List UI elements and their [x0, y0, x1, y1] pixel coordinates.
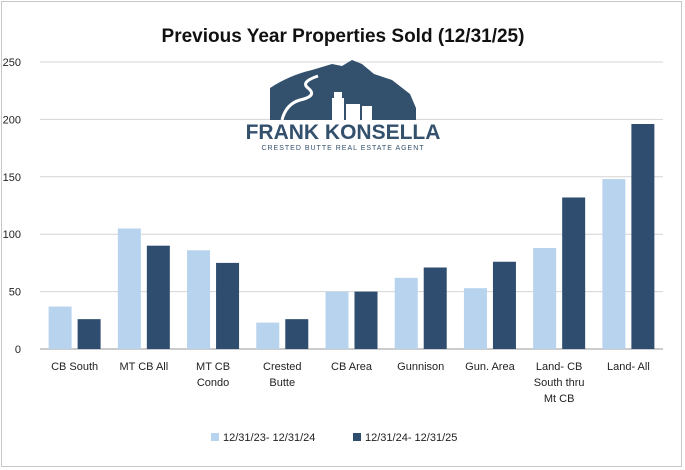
bar-series-2 — [631, 123, 655, 349]
road-icon — [280, 74, 319, 121]
legend-label-series-2: 12/31/24- 12/31/25 — [365, 432, 457, 444]
legend-swatch-series-1 — [211, 433, 219, 441]
bar-series-1 — [463, 288, 487, 349]
bar-series-1 — [325, 291, 349, 349]
mountain-icon — [270, 60, 416, 120]
y-tick-label: 50 — [9, 287, 21, 299]
frank-konsella-logo: FRANK KONSELLA CRESTED BUTTE REAL ESTATE… — [246, 60, 441, 152]
legend-label-series-1: 12/31/23- 12/31/24 — [223, 432, 315, 444]
x-category-label: MT CB Condo — [196, 361, 230, 389]
bar-series-1 — [117, 228, 141, 349]
x-axis-labels: CB South MT CB All MT CB Condo Crested Butte C… — [51, 361, 650, 405]
x-category-label: Gunnison — [397, 361, 444, 373]
bar-series-1 — [602, 179, 626, 349]
y-tick-label: 150 — [3, 172, 21, 184]
bar-series-2 — [423, 267, 447, 349]
x-category-label: Land- All — [607, 361, 650, 373]
bar-series-2 — [216, 262, 240, 349]
legend-swatch-series-2 — [353, 433, 361, 441]
y-tick-label: 0 — [15, 344, 21, 356]
bar-series-2 — [492, 261, 516, 349]
y-tick-label: 200 — [3, 114, 21, 126]
x-category-label: Gun. Area — [465, 361, 515, 373]
bar-series-2 — [285, 319, 309, 349]
building-icon — [346, 104, 360, 120]
x-category-label: Crested Butte — [263, 361, 302, 389]
y-axis-ticks: 0 50 100 150 200 250 — [3, 57, 21, 356]
building-icon — [362, 106, 372, 120]
bar-series-1 — [48, 306, 72, 349]
y-tick-label: 100 — [3, 229, 21, 241]
y-tick-label: 250 — [3, 57, 21, 69]
chart-title: Previous Year Properties Sold (12/31/25) — [162, 26, 525, 47]
logo-name: FRANK KONSELLA — [246, 121, 441, 144]
bar-series-2 — [77, 319, 101, 349]
building-icon — [332, 98, 344, 120]
bar-series-2 — [562, 197, 586, 349]
bar-series-1 — [256, 322, 280, 349]
x-category-label: CB South — [51, 361, 98, 373]
bar-series-2 — [354, 291, 378, 349]
x-category-label: CB Area — [331, 361, 373, 373]
tower-icon — [334, 92, 342, 98]
x-category-label: MT CB All — [119, 361, 168, 373]
bar-series-1 — [394, 277, 418, 349]
bar-series-1 — [187, 250, 211, 349]
logo-tagline: CRESTED BUTTE REAL ESTATE AGENT — [261, 145, 424, 152]
legend: 12/31/23- 12/31/24 12/31/24- 12/31/25 — [211, 432, 457, 444]
bars — [48, 123, 655, 349]
bar-series-1 — [533, 247, 557, 349]
x-category-label: Land- CB South thru Mt CB — [534, 361, 585, 405]
bar-series-2 — [146, 245, 170, 349]
